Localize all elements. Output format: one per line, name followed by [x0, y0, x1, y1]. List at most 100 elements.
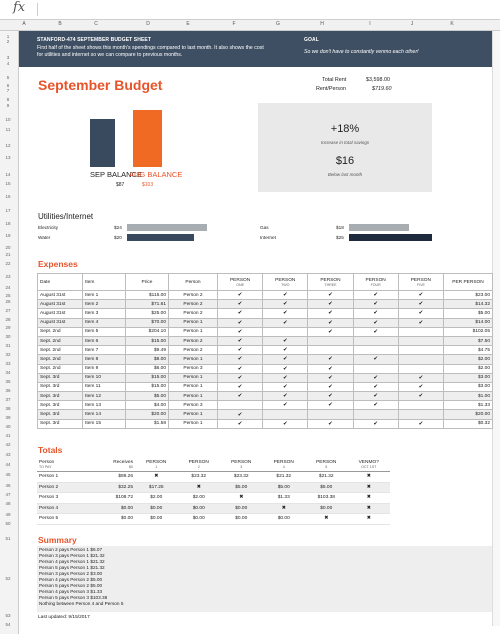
utility-value: $24: [114, 225, 122, 230]
row-header-cell[interactable]: 13: [5, 155, 11, 160]
row-header-cell[interactable]: 10: [5, 117, 11, 122]
row-header-cell[interactable]: 3: [6, 55, 10, 60]
expense-per-person: $14.32: [443, 299, 493, 310]
row-header-cell[interactable]: 42: [5, 442, 11, 447]
row-header-cell[interactable]: 36: [5, 388, 11, 393]
row-header-cell[interactable]: 41: [5, 433, 11, 438]
expense-price: $15.00: [125, 335, 169, 347]
column-header-cell[interactable]: D: [146, 21, 150, 27]
row-header-cell[interactable]: 18: [5, 221, 11, 226]
row-header-cell[interactable]: 11: [5, 127, 11, 132]
column-header-cell[interactable]: F: [232, 21, 236, 27]
row-header-cell[interactable]: 34: [5, 370, 11, 375]
formula-bar[interactable]: fx: [0, 0, 500, 20]
row-header-cell[interactable]: 23: [5, 274, 11, 279]
col-item: Item: [82, 273, 126, 291]
totals-amount: $23.32: [177, 471, 220, 483]
check-icon: ✔: [262, 400, 309, 411]
row-header-cell[interactable]: 46: [5, 483, 11, 488]
row-header-cell[interactable]: 16: [5, 194, 11, 199]
row-header-cell[interactable]: 32: [5, 352, 11, 357]
totals-person: Person 2: [37, 482, 99, 493]
row-header-cell[interactable]: 9: [6, 103, 10, 108]
row-header-cell[interactable]: 2: [6, 39, 10, 44]
row-header-cell[interactable]: 39: [5, 415, 11, 420]
savings-percent: +18%: [330, 123, 360, 135]
row-header-cell[interactable]: 53: [5, 613, 11, 618]
check-icon: ✔: [216, 363, 264, 374]
row-header-cell[interactable]: 45: [5, 472, 11, 477]
check-icon: ✔: [352, 317, 399, 328]
check-icon: ✔: [216, 345, 264, 356]
row-header-cell[interactable]: 50: [5, 521, 11, 526]
check-icon: ✔: [307, 400, 354, 411]
check-icon: ✔: [262, 391, 309, 402]
column-header-cell[interactable]: B: [58, 21, 62, 27]
aug-balance-value: $103: [142, 182, 154, 188]
row-header-cell[interactable]: 1: [6, 34, 10, 39]
row-header-cell[interactable]: 37: [5, 397, 11, 402]
row-header-cell[interactable]: 25: [5, 293, 11, 298]
row-header-cell[interactable]: 30: [5, 334, 11, 339]
column-header-cell[interactable]: E: [186, 21, 190, 27]
difference-value: $16: [335, 155, 355, 167]
row-header-cell[interactable]: 7: [6, 88, 10, 93]
row-header-cell[interactable]: 49: [5, 512, 11, 517]
empty-share-cell: [352, 363, 399, 374]
summary-line: Person 5 pays Person 2 $5.00: [39, 583, 103, 588]
vertical-scrollbar[interactable]: [492, 31, 500, 626]
totals-row: Person 4 $0.00 $0.00 $0.00 $0.00 ✖ $0.00 ✖: [37, 503, 390, 514]
row-header-cell[interactable]: 27: [5, 308, 11, 313]
check-icon: ✔: [352, 400, 399, 411]
column-header-cell[interactable]: G: [276, 21, 280, 27]
column-header-cell[interactable]: K: [450, 21, 454, 27]
row-header-cell[interactable]: 20: [5, 245, 11, 250]
row-header-cell[interactable]: 54: [5, 622, 11, 627]
row-header-cell[interactable]: 38: [5, 406, 11, 411]
row-header-cell[interactable]: 12: [5, 143, 11, 148]
row-header-cell[interactable]: 22: [5, 261, 11, 266]
sep-balance-value: $87: [116, 182, 125, 188]
row-header-cell[interactable]: 17: [5, 208, 11, 213]
utility-bar: [349, 234, 433, 241]
column-header-cell[interactable]: H: [320, 21, 324, 27]
row-header-cell[interactable]: 24: [5, 285, 11, 290]
col-date: Date: [37, 273, 83, 291]
expense-date: Sept. 2nd: [37, 335, 83, 347]
row-header-cell[interactable]: 5: [6, 75, 10, 80]
row-header-cell[interactable]: 19: [5, 233, 11, 238]
row-header-cell[interactable]: 48: [5, 501, 11, 506]
row-header-cell[interactable]: 21: [5, 252, 11, 257]
column-header-cell[interactable]: C: [94, 21, 98, 27]
row-header-cell[interactable]: 44: [5, 462, 11, 467]
row-header-cell[interactable]: 26: [5, 299, 11, 304]
row-header-cell[interactable]: 31: [5, 343, 11, 348]
row-header-cell[interactable]: 51: [5, 536, 11, 541]
row-header-cell[interactable]: 33: [5, 361, 11, 366]
expense-price: $71.61: [125, 299, 169, 310]
row-header-cell[interactable]: 4: [6, 61, 10, 66]
row-header-cell[interactable]: 6: [6, 83, 10, 88]
row-header-cell[interactable]: 8: [6, 97, 10, 102]
row-header-cell[interactable]: 47: [5, 492, 11, 497]
column-header-cell[interactable]: I: [369, 21, 371, 27]
check-icon: ✔: [216, 372, 264, 383]
row-header-cell[interactable]: 15: [5, 181, 11, 186]
expense-payer: Person 2: [168, 335, 218, 347]
totals-amount: $21.32: [262, 471, 305, 483]
col-person-five: PERSON FIVE: [397, 273, 445, 291]
row-header-cell[interactable]: 43: [5, 452, 11, 457]
empty-share-cell: [397, 326, 445, 337]
column-header-cell[interactable]: A: [22, 21, 26, 27]
header-sublabel: 2: [197, 465, 200, 469]
row-header-cell[interactable]: 29: [5, 325, 11, 330]
check-icon: ✔: [397, 289, 445, 301]
row-header-cell[interactable]: 40: [5, 424, 11, 429]
expense-price: $4.00: [125, 400, 169, 411]
row-header-cell[interactable]: 35: [5, 379, 11, 384]
totals-amount: $0.00: [305, 503, 348, 514]
row-header-cell[interactable]: 14: [5, 172, 11, 177]
row-header-cell[interactable]: 52: [5, 576, 11, 581]
row-header-cell[interactable]: 28: [5, 317, 11, 322]
column-header-cell[interactable]: J: [410, 21, 414, 27]
